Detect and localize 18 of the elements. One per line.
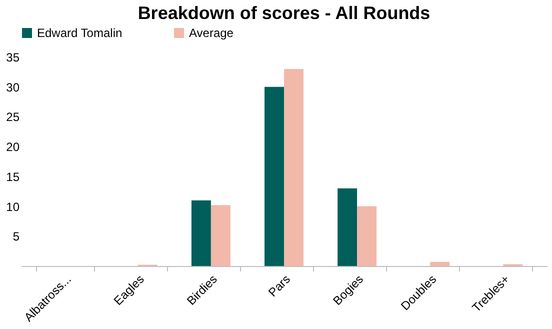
- bar: [191, 200, 211, 266]
- legend-label: Edward Tomalin: [37, 26, 122, 40]
- legend-label: Average: [189, 26, 234, 40]
- bar: [430, 262, 450, 266]
- bar: [357, 206, 377, 266]
- y-tick-label: 15: [6, 170, 20, 184]
- y-tick-label: 25: [6, 110, 20, 124]
- bar: [210, 205, 230, 266]
- chart-title: Breakdown of scores - All Rounds: [138, 3, 430, 23]
- bar: [264, 86, 284, 266]
- bar: [284, 68, 304, 266]
- bar: [338, 188, 358, 266]
- x-tick-label: Pars: [266, 272, 293, 300]
- y-tick-label: 35: [6, 50, 20, 64]
- y-tick-label: 5: [12, 230, 20, 244]
- y-tick-label: 20: [6, 140, 20, 154]
- y-tick-label: 10: [6, 200, 20, 214]
- y-tick-label: 30: [6, 80, 20, 94]
